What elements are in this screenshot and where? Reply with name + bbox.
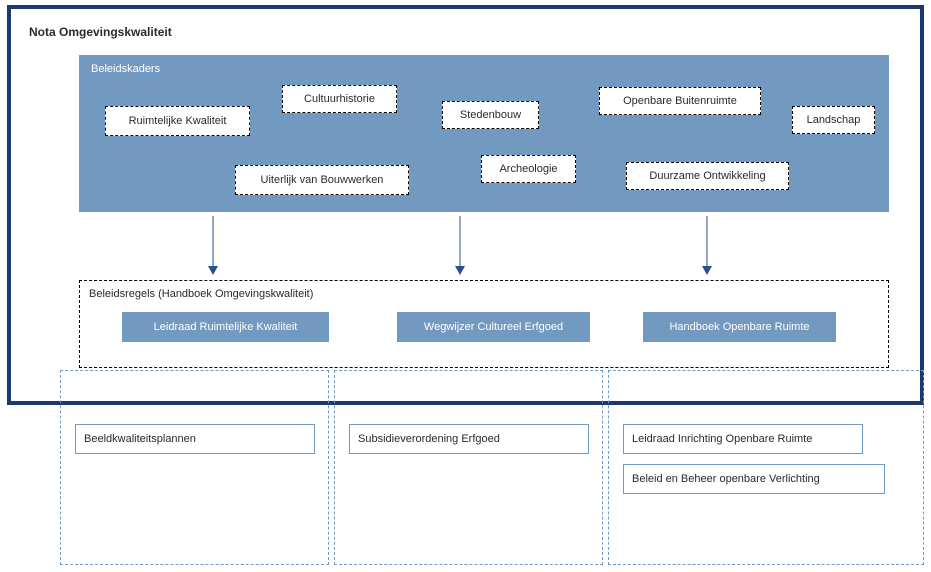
beleidskaders-title: Beleidskaders: [91, 63, 160, 75]
beleidskader-box: Openbare Buitenruimte: [599, 87, 761, 115]
arrow-down-icon: [455, 216, 465, 275]
column-group: [334, 370, 603, 565]
beleidskader-box: Stedenbouw: [442, 101, 539, 129]
beleidskader-box: Duurzame Ontwikkeling: [626, 162, 789, 190]
arrow-down-icon: [702, 216, 712, 275]
arrow-down-icon: [208, 216, 218, 275]
column-group: [60, 370, 329, 565]
beleidskader-box: Cultuurhistorie: [282, 85, 397, 113]
beleidskader-box: Landschap: [792, 106, 875, 134]
beleidsregel-box: Handboek Openbare Ruimte: [643, 312, 836, 342]
policy-document-box: Beeldkwaliteitsplannen: [75, 424, 315, 454]
page-title: Nota Omgevingskwaliteit: [29, 25, 172, 39]
beleidskader-box: Ruimtelijke Kwaliteit: [105, 106, 250, 136]
policy-document-box: Leidraad Inrichting Openbare Ruimte: [623, 424, 863, 454]
policy-document-box: Subsidieverordening Erfgoed: [349, 424, 589, 454]
beleidskader-box: Uiterlijk van Bouwwerken: [235, 165, 409, 195]
beleidskader-box: Archeologie: [481, 155, 576, 183]
beleidsregels-title: Beleidsregels (Handboek Omgevingskwalite…: [89, 288, 313, 300]
beleidsregel-box: Wegwijzer Cultureel Erfgoed: [397, 312, 590, 342]
policy-document-box: Beleid en Beheer openbare Verlichting: [623, 464, 885, 494]
beleidsregel-box: Leidraad Ruimtelijke Kwaliteit: [122, 312, 329, 342]
